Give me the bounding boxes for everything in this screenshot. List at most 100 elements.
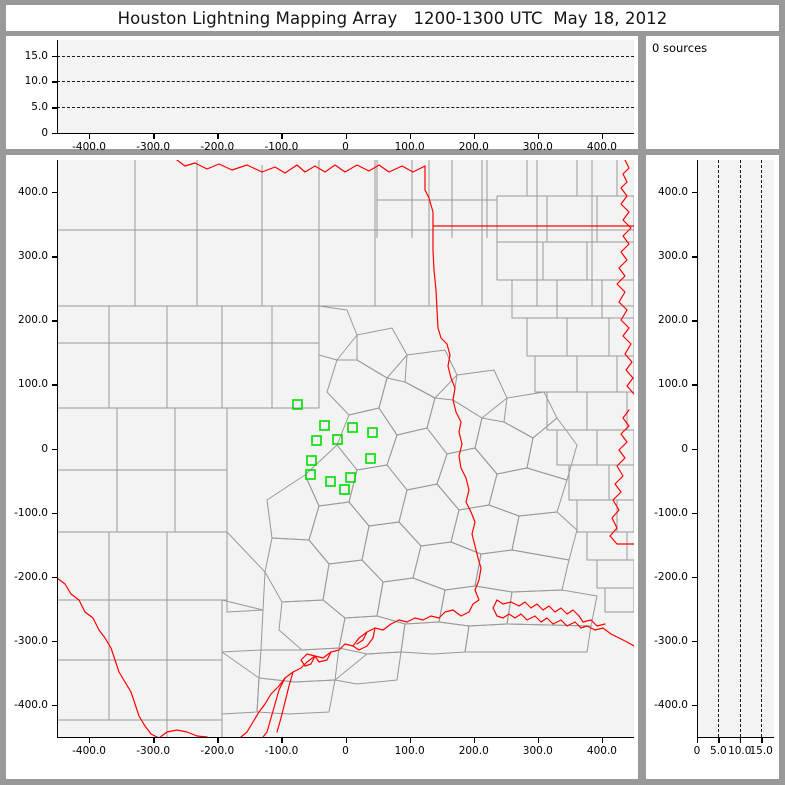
y-axis-tick bbox=[692, 448, 698, 450]
horizontal-gridline bbox=[57, 55, 634, 57]
x-axis-tick bbox=[281, 737, 283, 743]
station-marker[interactable] bbox=[325, 476, 336, 487]
y-axis-tick-label: -400.0 bbox=[654, 698, 688, 711]
x-axis-tick-label: 200.0 bbox=[458, 141, 489, 153]
station-marker[interactable] bbox=[347, 422, 358, 433]
x-axis-tick bbox=[739, 737, 742, 743]
x-axis-tick bbox=[217, 133, 219, 139]
y-axis-tick-label: -100.0 bbox=[654, 506, 688, 519]
x-axis-tick bbox=[409, 737, 411, 743]
y-axis-tick bbox=[692, 512, 698, 514]
page-title: Houston Lightning Mapping Array 1200-130… bbox=[117, 8, 668, 28]
station-marker[interactable] bbox=[305, 469, 316, 480]
y-axis-tick bbox=[52, 384, 58, 386]
station-marker[interactable] bbox=[306, 455, 317, 466]
y-axis-line bbox=[57, 40, 59, 133]
x-axis-tick-label: -400.0 bbox=[72, 745, 106, 757]
x-axis-tick-label: 0 bbox=[693, 745, 701, 757]
y-axis-tick-label: 300.0 bbox=[657, 250, 688, 263]
plan-view-map-plot-area[interactable] bbox=[57, 160, 634, 737]
station-marker[interactable] bbox=[332, 434, 343, 445]
x-axis-tick bbox=[537, 737, 540, 743]
x-axis-tick-label: 10.0 bbox=[728, 745, 752, 757]
title-bar: Houston Lightning Mapping Array 1200-130… bbox=[6, 5, 779, 31]
x-axis-tick bbox=[697, 737, 699, 743]
x-axis-tick bbox=[89, 737, 91, 743]
y-axis-tick bbox=[692, 256, 698, 258]
y-axis-tick bbox=[52, 320, 58, 322]
y-axis-tick-label: 300.0 bbox=[17, 250, 48, 263]
plan-view-map-panel: -400.0 -300.0 -200.0 -100.0 0 100.0 200.0 300.0… bbox=[6, 155, 638, 779]
y-axis-tick bbox=[52, 512, 58, 514]
state-and-coast-borders bbox=[57, 160, 634, 737]
y-axis-tick bbox=[52, 640, 58, 643]
x-axis-tick-label: -400.0 bbox=[72, 141, 106, 153]
y-axis-tick bbox=[52, 704, 58, 707]
horizontal-gridline bbox=[57, 107, 634, 109]
vertical-gridline bbox=[761, 160, 763, 737]
y-axis-tick-label: -200.0 bbox=[654, 570, 688, 583]
y-axis-tick-label: 15.0 bbox=[24, 49, 48, 62]
x-axis-tick bbox=[473, 737, 476, 743]
altitude-vs-north-plot-area[interactable] bbox=[697, 160, 774, 737]
x-axis-tick-label: 5.0 bbox=[710, 745, 727, 757]
y-axis-tick bbox=[52, 448, 58, 450]
y-axis-tick-label: -400.0 bbox=[14, 698, 48, 711]
map-geography-layer bbox=[57, 160, 634, 737]
x-axis-tick bbox=[153, 737, 155, 743]
y-axis-tick bbox=[52, 107, 58, 109]
y-axis-tick-label: 5.0 bbox=[31, 101, 48, 114]
station-marker[interactable] bbox=[292, 399, 303, 410]
x-axis-tick-label: -300.0 bbox=[136, 141, 171, 153]
y-axis-tick-label: 0 bbox=[41, 442, 48, 455]
x-axis-tick bbox=[601, 737, 604, 743]
vertical-gridline bbox=[739, 160, 741, 737]
y-axis-tick bbox=[52, 256, 58, 258]
x-axis-tick-label: 300.0 bbox=[522, 745, 553, 757]
x-axis-tick-label: 300.0 bbox=[522, 141, 553, 153]
x-axis-tick bbox=[409, 133, 411, 139]
y-axis-tick bbox=[692, 192, 698, 194]
county-boundaries bbox=[57, 160, 634, 737]
y-axis-tick-label: 400.0 bbox=[17, 186, 48, 199]
y-axis-tick-label: 10.0 bbox=[24, 75, 48, 88]
y-axis-tick bbox=[692, 576, 698, 579]
station-marker[interactable] bbox=[367, 427, 378, 438]
lma-station-markers bbox=[292, 399, 378, 495]
y-axis-tick bbox=[52, 576, 58, 579]
x-axis-tick-label: 400.0 bbox=[586, 141, 617, 153]
x-axis-tick bbox=[345, 737, 347, 743]
x-axis-tick-label: 400.0 bbox=[586, 745, 617, 757]
x-axis-tick-label: -200.0 bbox=[200, 745, 235, 757]
x-axis-tick-label: 0 bbox=[342, 141, 349, 153]
x-axis-tick-label: 15.0 bbox=[749, 745, 773, 757]
x-axis-tick-label: 100.0 bbox=[394, 745, 425, 757]
altitude-vs-east-data-layer bbox=[57, 40, 634, 133]
altitude-vs-east-plot-area[interactable] bbox=[57, 40, 634, 133]
x-axis-tick-label: 200.0 bbox=[458, 745, 489, 757]
x-axis-tick bbox=[345, 133, 347, 139]
x-axis-tick bbox=[281, 133, 283, 139]
x-axis-tick bbox=[601, 133, 604, 139]
y-axis-tick-label: -300.0 bbox=[654, 634, 688, 647]
station-marker[interactable] bbox=[339, 484, 350, 495]
y-axis-tick bbox=[692, 704, 698, 707]
x-axis-tick-label: -200.0 bbox=[200, 141, 235, 153]
x-axis-line bbox=[697, 737, 774, 739]
y-axis-tick-label: 200.0 bbox=[17, 314, 48, 327]
y-axis-tick-label: 0 bbox=[681, 442, 688, 455]
y-axis-tick bbox=[692, 640, 698, 643]
y-axis-tick bbox=[52, 133, 58, 135]
y-axis-tick-label: 200.0 bbox=[657, 314, 688, 327]
y-axis-tick-label: -100.0 bbox=[14, 506, 48, 519]
station-marker[interactable] bbox=[365, 453, 376, 464]
x-axis-tick bbox=[718, 737, 720, 743]
station-marker[interactable] bbox=[311, 435, 322, 446]
station-marker[interactable] bbox=[319, 420, 330, 431]
y-axis-tick bbox=[52, 81, 58, 83]
station-marker[interactable] bbox=[345, 472, 356, 483]
x-axis-tick bbox=[153, 133, 155, 139]
x-axis-tick bbox=[217, 737, 219, 743]
source-count-panel: 0 sources bbox=[646, 36, 779, 149]
